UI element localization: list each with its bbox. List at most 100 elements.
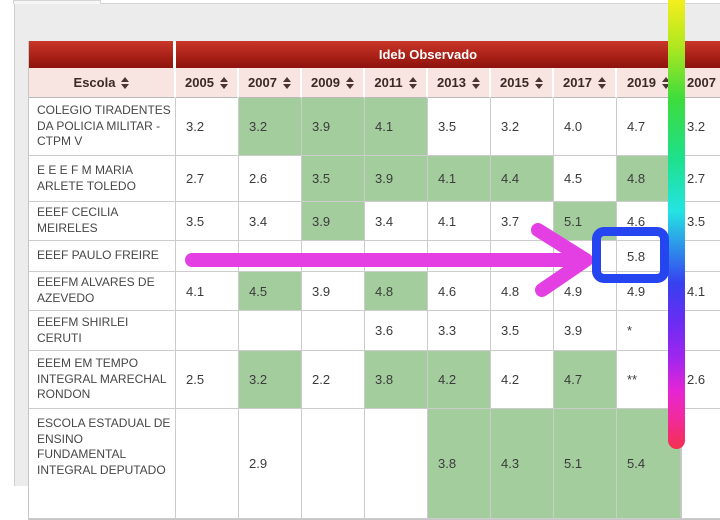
sort-icon: [219, 76, 228, 89]
table-row: ESCOLA ESTADUAL DE ENSINO FUNDAMENTAL IN…: [29, 409, 680, 519]
table-row: EEEF PAULO FREIRE 5.8: [29, 241, 680, 272]
score-cell-2015: 3.7: [491, 202, 554, 241]
score-cell-2007: 2.6: [239, 156, 302, 202]
sort-icon: [534, 76, 543, 89]
year-label: 2015: [500, 75, 529, 90]
table-row: EEEFM ALVARES DE AZEVEDO 4.1 4.5 3.9 4.8 4.6 4…: [29, 272, 680, 311]
year-header-2011[interactable]: 2011: [365, 68, 428, 98]
side-band-cell: [682, 41, 720, 68]
sort-icon: [408, 76, 417, 89]
score-cell-2015: 3.2: [491, 98, 554, 156]
score-cell-2009: 2.2: [302, 351, 365, 409]
ideb-table-container: Ideb Observado Escola 2005 2007 2009 2011 20…: [28, 41, 681, 520]
score-cell-2017: 4.7: [554, 351, 617, 409]
score-cell-2005: [176, 311, 239, 351]
score-cell-2019: *: [617, 311, 680, 351]
score-cell-2009: 3.5: [302, 156, 365, 202]
score-cell-2005: 2.5: [176, 351, 239, 409]
score-cell-2015: [491, 241, 554, 272]
score-cell-2007: 3.4: [239, 202, 302, 241]
year-header-2019[interactable]: 2019: [617, 68, 680, 98]
score-cell-2017: 3.9: [554, 311, 617, 351]
table-row: E E E F M MARIA ARLETE TOLEDO 2.7 2.6 3.5 3.…: [29, 156, 680, 202]
score-cell-2007: 3.2: [239, 351, 302, 409]
year-header-2009[interactable]: 2009: [302, 68, 365, 98]
score-cell-2017: 4.9: [554, 272, 617, 311]
school-name-cell: EEEFM ALVARES DE AZEVEDO: [29, 272, 176, 311]
year-header-row: Escola 2005 2007 2009 2011 2013 2015 2017 2019: [29, 68, 680, 98]
score-cell-2005: 3.2: [176, 98, 239, 156]
sort-icon: [121, 76, 130, 89]
score-cell-2009: 3.9: [302, 98, 365, 156]
score-cell-2013: 3.8: [428, 409, 491, 519]
year-header-2013[interactable]: 2013: [428, 68, 491, 98]
year-label: 2009: [311, 75, 340, 90]
score-cell-2019: 4.6: [617, 202, 680, 241]
school-name-cell: EEEFM SHIRLEI CERUTI: [29, 311, 176, 351]
score-cell-2011: 3.9: [365, 156, 428, 202]
score-cell-2011: 3.6: [365, 311, 428, 351]
score-cell-2013: 3.3: [428, 311, 491, 351]
score-cell-2013: 3.5: [428, 98, 491, 156]
score-cell-2007: [239, 311, 302, 351]
side-score-cell: 3.5: [682, 202, 720, 241]
year-label: 2013: [437, 75, 466, 90]
side-table-row: 3.5: [682, 202, 720, 241]
score-cell-2005: 2.7: [176, 156, 239, 202]
score-cell-2017: 4.5: [554, 156, 617, 202]
score-cell-2015: 4.8: [491, 272, 554, 311]
score-cell-2013: 4.6: [428, 272, 491, 311]
score-cell-2007: 2.9: [239, 409, 302, 519]
score-cell-2015: 4.2: [491, 351, 554, 409]
school-name-cell: E E E F M MARIA ARLETE TOLEDO: [29, 156, 176, 202]
score-cell-2019: 4.8: [617, 156, 680, 202]
school-name-cell: EEEF CECILIA MEIRELES: [29, 202, 176, 241]
score-cell-2005: 4.1: [176, 272, 239, 311]
score-cell-2007: 3.2: [239, 98, 302, 156]
year-header-2007[interactable]: 2007: [239, 68, 302, 98]
score-cell-2005: [176, 409, 239, 519]
score-cell-2015: 4.4: [491, 156, 554, 202]
year-header-2005[interactable]: 2005: [176, 68, 239, 98]
side-score-cell: 3.2: [682, 98, 720, 156]
score-cell-2015: 3.5: [491, 311, 554, 351]
score-cell-2013: 4.1: [428, 202, 491, 241]
year-header-2015[interactable]: 2015: [491, 68, 554, 98]
side-score-cell: 4.1: [682, 272, 720, 311]
school-name-cell: EEEM EM TEMPO INTEGRAL MARECHAL RONDON: [29, 351, 176, 409]
ideb-table: Ideb Observado Escola 2005 2007 2009 2011 20…: [28, 41, 681, 520]
year-label: 2011: [374, 75, 403, 90]
school-name-cell: EEEF PAULO FREIRE: [29, 241, 176, 272]
score-cell-2009: 3.9: [302, 202, 365, 241]
side-table-row: 3.2: [682, 98, 720, 156]
table-row: EEEFM SHIRLEI CERUTI 3.6 3.3 3.5 3.9 *: [29, 311, 680, 351]
year-label: 2007: [248, 75, 277, 90]
score-cell-2019: 4.7: [617, 98, 680, 156]
side-year-header[interactable]: 2007: [682, 68, 720, 98]
year-label: 2019: [627, 75, 656, 90]
escola-column-header[interactable]: Escola: [29, 68, 176, 98]
sort-icon: [471, 76, 480, 89]
side-table-row: 4.1: [682, 272, 720, 311]
score-cell-2009: [302, 241, 365, 272]
table-row: EEEM EM TEMPO INTEGRAL MARECHAL RONDON 2.…: [29, 351, 680, 409]
year-header-2017[interactable]: 2017: [554, 68, 617, 98]
side-table-row: [682, 241, 720, 272]
score-cell-2013: [428, 241, 491, 272]
score-cell-2017: 5.1: [554, 202, 617, 241]
sort-icon: [661, 76, 670, 89]
score-cell-2017: 4.0: [554, 98, 617, 156]
side-table-row: [682, 409, 720, 519]
year-label: 2017: [563, 75, 592, 90]
side-score-cell: [682, 241, 720, 272]
side-table-row: 2.6: [682, 351, 720, 409]
sort-icon: [597, 76, 606, 89]
sort-icon: [345, 76, 354, 89]
side-table-container: 2007 3.2 2.7 3.5 4.1 2.6: [681, 41, 720, 520]
side-year-header-row: 2007: [682, 68, 720, 98]
school-name-cell: COLEGIO TIRADENTES DA POLICIA MILITAR - …: [29, 98, 176, 156]
score-cell-2011: 3.8: [365, 351, 428, 409]
score-cell-2011: [365, 409, 428, 519]
browser-tab-edge[interactable]: [13, 0, 101, 4]
score-cell-2007: [239, 241, 302, 272]
